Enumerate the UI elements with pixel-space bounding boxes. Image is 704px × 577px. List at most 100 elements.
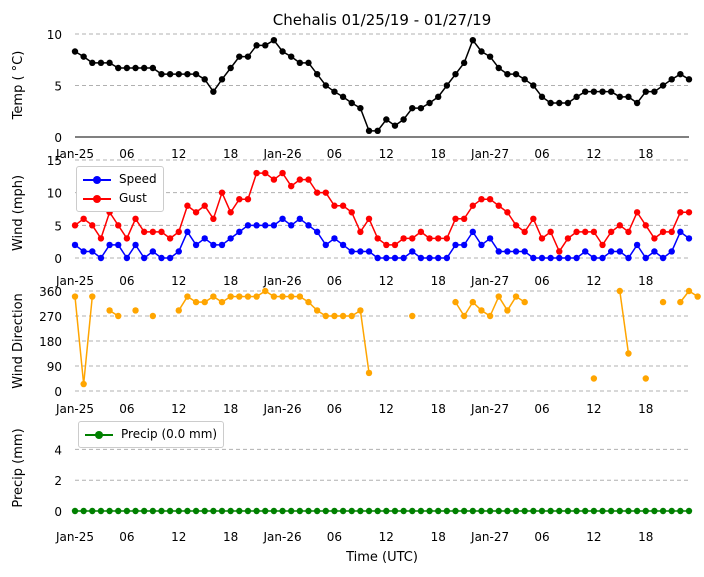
data-point: [685, 287, 693, 295]
data-point: [478, 196, 485, 203]
data-point: [175, 70, 182, 78]
data-point: [547, 507, 554, 515]
data-point: [236, 196, 243, 203]
data-point: [210, 215, 217, 222]
data-point: [166, 235, 174, 242]
data-point: [659, 507, 667, 515]
data-point: [331, 235, 338, 242]
x-tick-label: 12: [586, 402, 601, 416]
data-point: [149, 64, 157, 72]
y-tick-label: 270: [39, 310, 62, 324]
data-point: [642, 375, 649, 382]
data-point: [253, 293, 260, 300]
data-point: [287, 293, 295, 300]
data-point: [556, 254, 563, 262]
data-point: [633, 507, 641, 515]
data-point: [201, 507, 208, 515]
data-point: [590, 254, 598, 262]
data-point: [210, 88, 217, 95]
data-point: [365, 215, 373, 222]
data-point: [140, 228, 148, 236]
series-segment: [74, 296, 85, 385]
data-point: [590, 88, 598, 95]
data-point: [512, 222, 520, 229]
data-point: [460, 312, 468, 320]
x-tick-label: 06: [534, 530, 549, 544]
data-point: [357, 248, 364, 255]
x-tick-label: Jan-25: [55, 274, 94, 288]
data-point: [409, 248, 416, 255]
data-point: [89, 507, 96, 515]
x-tick-label: Jan-25: [55, 402, 94, 416]
data-point: [504, 70, 511, 78]
data-point: [201, 298, 208, 306]
data-point: [564, 99, 572, 107]
data-point: [158, 254, 165, 262]
data-point: [512, 507, 520, 515]
data-point: [80, 215, 87, 222]
x-tick-label: 18: [431, 147, 446, 161]
y-tick-label: 10: [47, 28, 62, 42]
data-point: [417, 507, 425, 515]
x-tick-label: 12: [379, 530, 394, 544]
data-point: [400, 235, 407, 242]
data-point: [685, 209, 693, 216]
data-point: [590, 375, 598, 382]
wind-ylabel: Wind (mph): [11, 175, 26, 251]
data-point: [435, 507, 442, 515]
data-point: [521, 228, 528, 236]
x-tick-label: Jan-27: [470, 530, 509, 544]
data-point: [599, 88, 606, 95]
data-point: [521, 298, 528, 306]
data-point: [201, 76, 208, 83]
data-point: [365, 127, 373, 135]
data-point: [140, 254, 148, 262]
data-point: [166, 254, 174, 262]
data-point: [642, 254, 649, 262]
data-point: [486, 312, 494, 320]
data-point: [512, 248, 520, 255]
data-point: [322, 507, 329, 515]
data-point: [512, 293, 520, 300]
data-point: [89, 293, 96, 300]
x-tick-label: Jan-26: [262, 402, 301, 416]
data-point: [192, 507, 200, 515]
data-point: [89, 222, 96, 229]
x-tick-label: 06: [119, 530, 134, 544]
series-gust: [71, 169, 693, 255]
data-point: [348, 507, 355, 515]
data-point: [210, 507, 217, 515]
data-point: [227, 64, 234, 72]
data-point: [417, 228, 425, 236]
data-point: [495, 202, 502, 209]
x-tick-label: 18: [431, 402, 446, 416]
x-tick-label: 06: [534, 147, 549, 161]
data-point: [677, 507, 684, 515]
data-point: [97, 59, 105, 67]
data-point: [582, 507, 589, 515]
x-tick-label: 18: [223, 274, 238, 288]
data-point: [478, 241, 485, 249]
data-point: [296, 215, 304, 222]
chart-title: Chehalis 01/25/19 - 01/27/19: [273, 11, 492, 29]
data-point: [478, 48, 485, 55]
data-point: [573, 228, 580, 236]
data-point: [158, 228, 165, 236]
data-point: [668, 76, 675, 83]
data-point: [132, 307, 139, 314]
data-point: [236, 53, 243, 60]
data-point: [573, 254, 580, 262]
data-point: [357, 104, 364, 112]
data-point: [262, 507, 269, 515]
data-point: [253, 222, 260, 229]
data-point: [305, 222, 312, 229]
gust-legend-swatch: [83, 194, 111, 204]
series-segment: [489, 296, 500, 317]
data-point: [633, 209, 641, 216]
data-point: [132, 215, 139, 222]
data-point: [244, 196, 252, 203]
data-point: [279, 169, 286, 177]
series-line: [74, 171, 689, 254]
data-point: [365, 248, 373, 255]
